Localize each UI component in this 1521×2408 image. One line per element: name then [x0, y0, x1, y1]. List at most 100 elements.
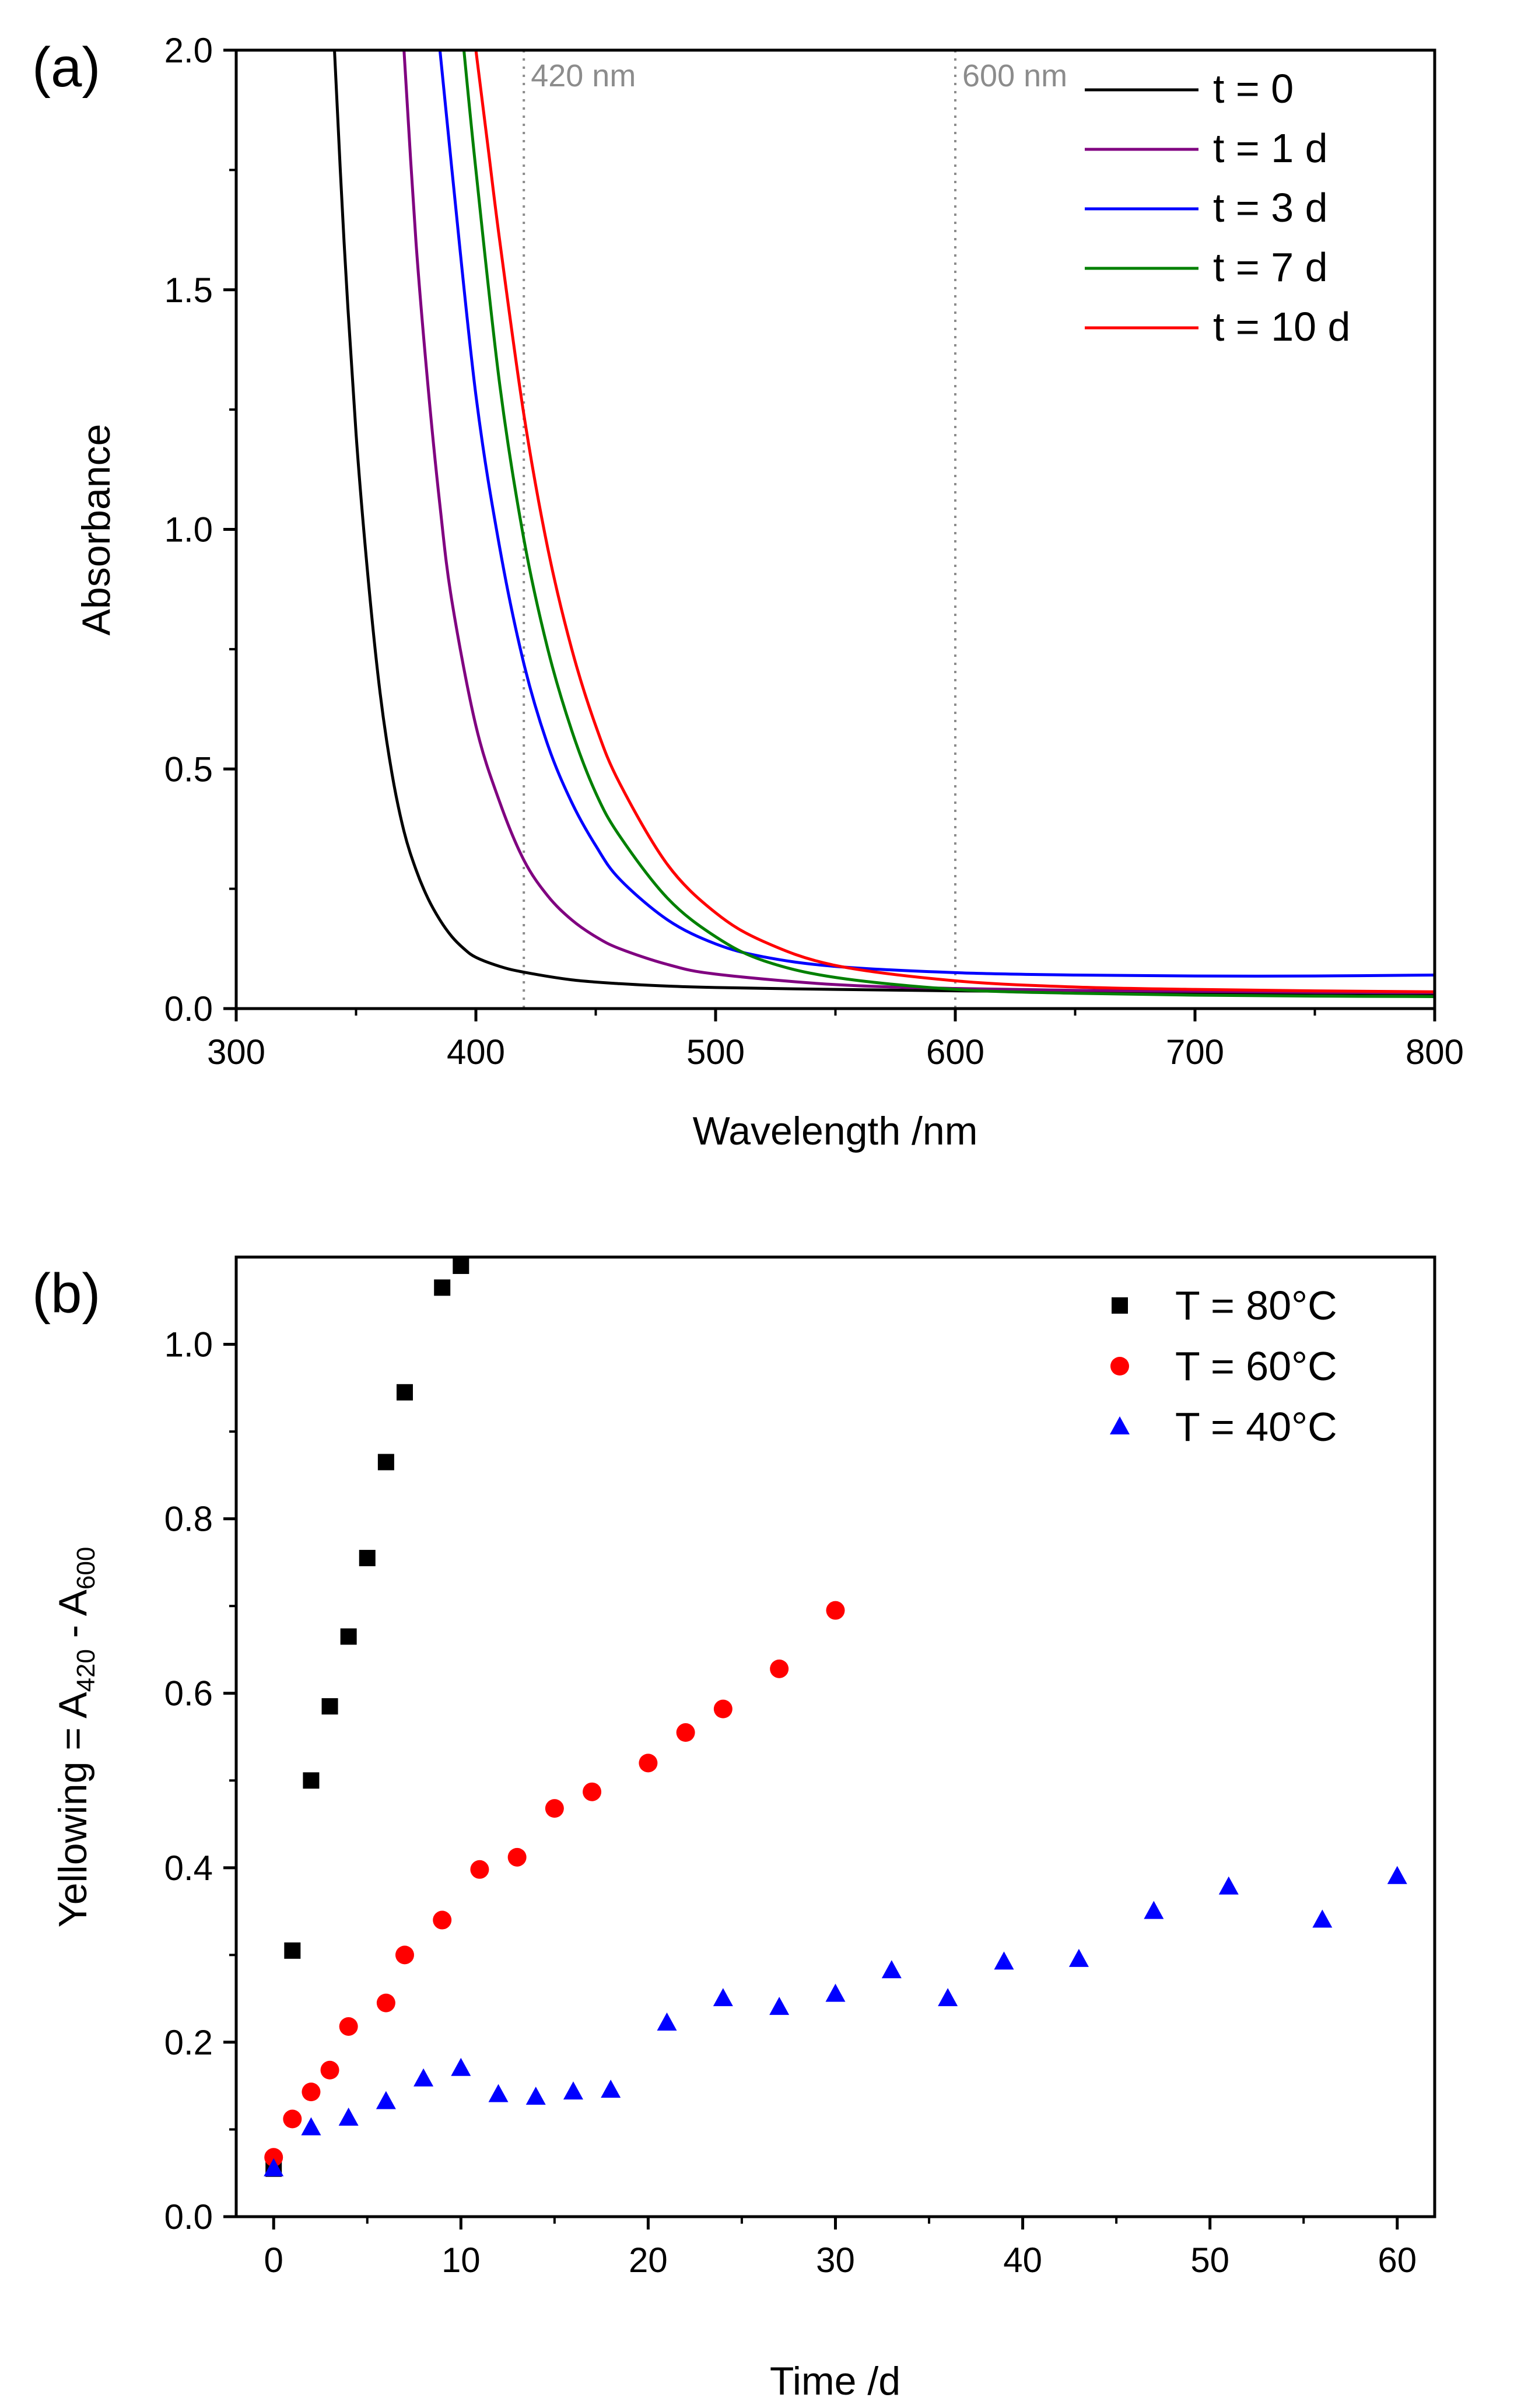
- data-point-triangle: [1144, 1901, 1164, 1919]
- data-point-circle: [320, 2060, 339, 2080]
- x-tick-label: 800: [1406, 1032, 1464, 1072]
- data-point-circle: [433, 1910, 452, 1930]
- legend-label-1: t = 1 d: [1213, 125, 1328, 171]
- y-title-sub-420: 420: [72, 1649, 100, 1692]
- data-point-circle: [470, 1860, 489, 1879]
- data-point-circle: [302, 2082, 321, 2102]
- data-point-circle: [583, 1782, 602, 1801]
- legend-label-1: T = 60°C: [1175, 1343, 1337, 1389]
- data-point-triangle: [1387, 1866, 1407, 1884]
- data-point-triangle: [1312, 1909, 1333, 1928]
- data-point-circle: [639, 1754, 658, 1773]
- data-point-circle: [507, 1847, 527, 1867]
- data-point-circle: [339, 2017, 358, 2036]
- x-tick-label: 500: [686, 1032, 745, 1072]
- panel-b-yellowing-chart: (b) 0 10 20 30 40 50 60 0.0 0.2 0.4 0.6 0.8 1.0 T = …: [32, 1255, 1436, 2403]
- y-tick-label: 1.0: [164, 1325, 213, 1364]
- data-point-square: [340, 1628, 357, 1645]
- y-title-sub-600: 600: [72, 1547, 100, 1590]
- data-point-triangle: [413, 2068, 434, 2087]
- data-point-circle: [283, 2109, 302, 2129]
- legend-label-2: t = 3 d: [1213, 185, 1328, 230]
- legend-label-0: t = 0: [1213, 66, 1294, 111]
- legend-marker-0: [1112, 1297, 1128, 1314]
- x-tick-label: 20: [629, 2241, 668, 2280]
- data-point-circle: [264, 2148, 283, 2167]
- data-point-triangle: [1068, 1948, 1089, 1967]
- panel-b-letter: (b): [32, 1262, 100, 1325]
- x-tick-label: 50: [1190, 2241, 1229, 2280]
- data-point-triangle: [938, 1988, 958, 2007]
- y-title-mid: - A: [51, 1589, 95, 1649]
- data-point-triangle: [881, 1960, 902, 1979]
- data-point-triangle: [563, 2081, 583, 2100]
- y-tick-label: 0.5: [164, 750, 213, 789]
- reference-label-600: 600 nm: [962, 58, 1067, 93]
- panel-b-legend: T = 80°C T = 60°C T = 40°C: [1110, 1283, 1337, 1450]
- y-tick-label: 0.0: [164, 989, 213, 1028]
- panel-a-absorbance-chart: (a) 420 nm 600 nm 300 400 500 600 700 800 0.0 0.…: [32, 31, 1464, 1153]
- x-tick-label: 300: [207, 1032, 265, 1072]
- panel-a-y-axis-title: Absorbance: [74, 424, 118, 636]
- data-point-triangle: [525, 2087, 546, 2105]
- legend-label-3: t = 7 d: [1213, 244, 1328, 290]
- data-point-circle: [713, 1699, 733, 1718]
- panel-a-x-axis-title: Wavelength /nm: [693, 1109, 978, 1153]
- data-point-triangle: [488, 2084, 509, 2102]
- panel-b-x-axis-title: Time /d: [770, 2359, 900, 2403]
- data-point-circle: [376, 1993, 395, 2013]
- y-title-main: Yellowing = A: [51, 1692, 95, 1928]
- y-tick-label: 0.2: [164, 2023, 213, 2062]
- panel-b-series-group: [264, 1257, 1407, 2177]
- x-tick-label: 10: [441, 2241, 481, 2280]
- data-point-triangle: [376, 2091, 396, 2109]
- x-tick-label: 600: [926, 1032, 984, 1072]
- panel-a-axis-ticks: 300 400 500 600 700 800 0.0 0.5 1.0 1.5 2.0: [164, 31, 1464, 1072]
- y-tick-label: 0.8: [164, 1500, 213, 1539]
- legend-label-4: t = 10 d: [1213, 304, 1350, 349]
- x-tick-label: 700: [1166, 1032, 1224, 1072]
- series-line-4: [474, 50, 1435, 993]
- panel-a-reference-lines: 420 nm 600 nm: [523, 50, 1067, 1009]
- x-tick-label: 30: [816, 2241, 855, 2280]
- y-tick-label: 0.0: [164, 2197, 213, 2236]
- data-point-circle: [826, 1601, 845, 1620]
- legend-marker-1: [1110, 1357, 1129, 1376]
- legend-label-2: T = 40°C: [1175, 1404, 1337, 1450]
- data-point-triangle: [769, 1997, 790, 2015]
- y-tick-label: 0.6: [164, 1674, 213, 1713]
- y-tick-label: 2.0: [164, 31, 213, 70]
- data-point-triangle: [301, 2117, 321, 2136]
- x-tick-label: 40: [1003, 2241, 1042, 2280]
- data-point-triangle: [601, 2080, 621, 2098]
- legend-marker-2: [1110, 1416, 1130, 1434]
- data-point-triangle: [657, 2013, 677, 2031]
- data-point-triangle: [264, 2158, 284, 2176]
- panel-b-plot-frame: [234, 1255, 1436, 2218]
- data-point-square: [396, 1384, 413, 1401]
- series-line-1: [402, 50, 1435, 995]
- data-point-triangle: [338, 2108, 359, 2126]
- data-point-triangle: [825, 1983, 846, 2002]
- x-tick-label: 60: [1378, 2241, 1417, 2280]
- data-point-triangle: [713, 1988, 733, 2007]
- y-tick-label: 1.0: [164, 510, 213, 550]
- data-point-triangle: [451, 2057, 471, 2076]
- panel-b-axis-ticks: 0 10 20 30 40 50 60 0.0 0.2 0.4 0.6 0.8 1.0: [164, 1325, 1417, 2280]
- panel-a-letter: (a): [32, 36, 100, 99]
- series-line-2: [438, 50, 1435, 978]
- data-point-square: [453, 1257, 469, 1274]
- legend-label-0: T = 80°C: [1175, 1283, 1337, 1328]
- panel-a-series-group: [333, 50, 1435, 998]
- data-point-triangle: [1218, 1876, 1239, 1895]
- data-point-circle: [770, 1659, 789, 1678]
- x-tick-label: 400: [447, 1032, 505, 1072]
- series-line-3: [462, 50, 1435, 998]
- data-point-triangle: [994, 1951, 1014, 1970]
- data-point-square: [434, 1279, 451, 1296]
- data-point-circle: [545, 1799, 564, 1818]
- data-point-circle: [676, 1723, 695, 1742]
- reference-label-420: 420 nm: [531, 58, 636, 93]
- data-point-square: [359, 1549, 376, 1566]
